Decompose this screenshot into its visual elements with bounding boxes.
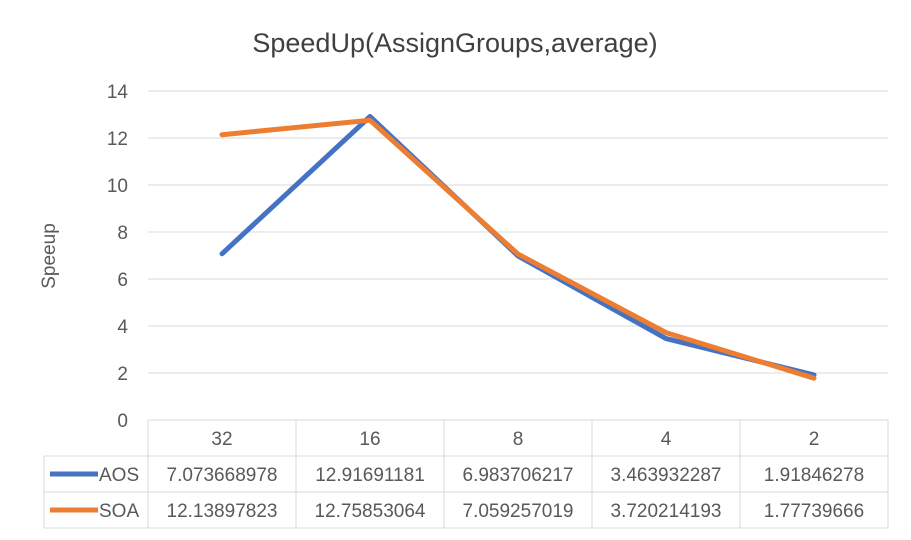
y-tick-label: 4 [117,317,128,338]
data-label: 12.13897823 [167,501,278,522]
x-tick-label: 32 [211,429,232,450]
y-tick-label: 10 [107,176,128,197]
y-tick-label: 14 [107,82,129,103]
y-tick-label: 0 [117,411,128,432]
y-axis-ticks: 0 2 4 6 8 10 12 14 [107,82,129,432]
data-label: 1.91846278 [764,465,864,486]
data-label: 12.91691181 [315,465,425,486]
y-tick-label: 12 [107,129,128,150]
x-tick-label: 4 [661,429,672,450]
data-label: 1.77739666 [764,501,864,522]
y-tick-label: 8 [117,223,128,244]
y-tick-label: 6 [117,270,128,291]
data-label: 3.463932287 [611,465,722,486]
y-tick-label: 2 [117,364,128,385]
chart-title: SpeedUp(AssignGroups,average) [252,28,657,58]
data-label: 12.75853064 [315,501,426,522]
gridlines [148,90,888,421]
legend-label: SOA [99,501,139,522]
series-line-soa [219,117,817,381]
x-tick-label: 8 [513,429,524,450]
series-lines [219,114,817,381]
y-axis-label: Speeup [39,223,60,289]
data-table: 32 16 8 4 2 AOS 7.073668978 12.91691181 6.983706… [43,419,889,529]
data-label: 7.059257019 [463,501,574,522]
data-label: 7.073668978 [167,465,278,486]
series-line-aos [219,114,817,378]
data-label: 6.983706217 [463,465,574,486]
data-label: 3.720214193 [611,501,722,522]
x-tick-label: 16 [359,429,380,450]
x-tick-label: 2 [809,429,820,450]
legend-label: AOS [99,465,139,486]
